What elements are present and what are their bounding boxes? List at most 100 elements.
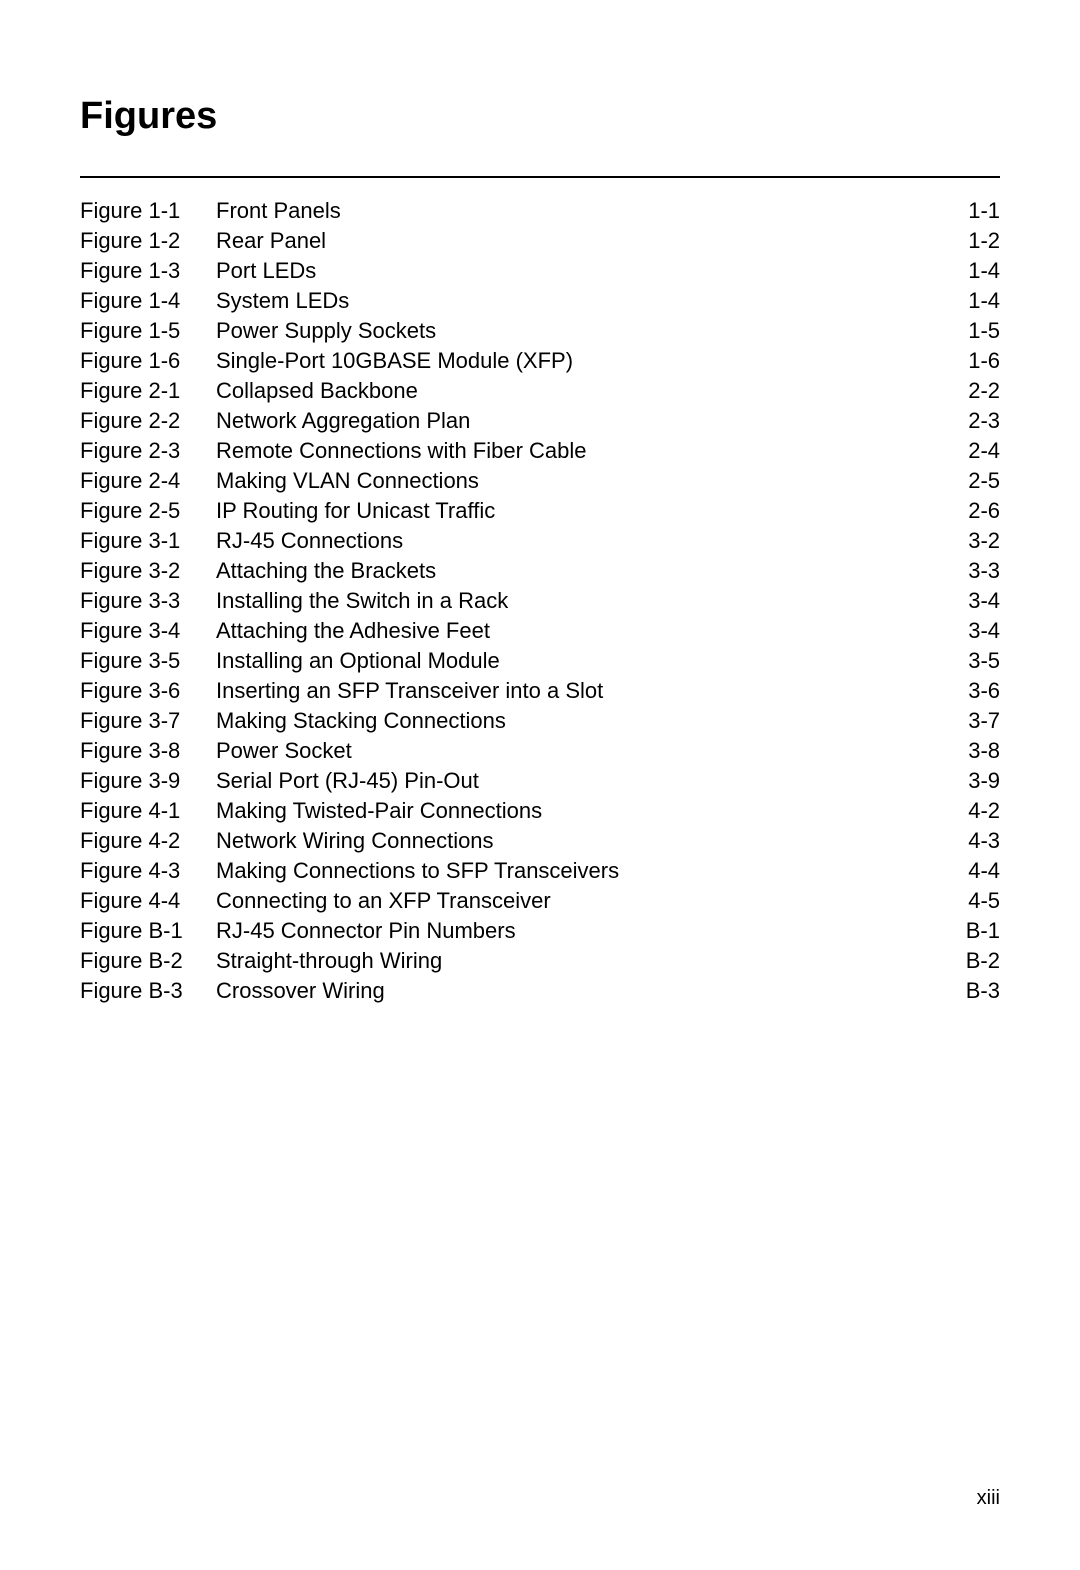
figure-row: Figure 4-2Network Wiring Connections4-3 <box>80 826 1000 856</box>
figure-title: Connecting to an XFP Transceiver <box>216 886 940 916</box>
figure-page: 3-5 <box>940 646 1000 676</box>
figure-label: Figure 3-7 <box>80 706 216 736</box>
figure-title: Port LEDs <box>216 256 940 286</box>
figure-title: Power Socket <box>216 736 940 766</box>
figure-title: Making Connections to SFP Transceivers <box>216 856 940 886</box>
figure-row: Figure 3-9Serial Port (RJ-45) Pin-Out3-9 <box>80 766 1000 796</box>
figure-title: Network Wiring Connections <box>216 826 940 856</box>
figure-page: 4-3 <box>940 826 1000 856</box>
figure-page: 3-6 <box>940 676 1000 706</box>
figure-label: Figure 4-3 <box>80 856 216 886</box>
figure-row: Figure 1-6Single-Port 10GBASE Module (XF… <box>80 346 1000 376</box>
figure-page: 4-4 <box>940 856 1000 886</box>
figure-page: 1-4 <box>940 256 1000 286</box>
figure-page: B-3 <box>940 976 1000 1006</box>
figure-label: Figure 3-5 <box>80 646 216 676</box>
figure-page: 2-3 <box>940 406 1000 436</box>
figure-row: Figure 2-2Network Aggregation Plan2-3 <box>80 406 1000 436</box>
figure-page: 4-5 <box>940 886 1000 916</box>
figure-title: Serial Port (RJ-45) Pin-Out <box>216 766 940 796</box>
figure-title: Rear Panel <box>216 226 940 256</box>
figure-label: Figure 4-4 <box>80 886 216 916</box>
figure-page: 1-4 <box>940 286 1000 316</box>
figure-title: RJ-45 Connector Pin Numbers <box>216 916 940 946</box>
figure-row: Figure 2-4Making VLAN Connections2-5 <box>80 466 1000 496</box>
figure-label: Figure 2-3 <box>80 436 216 466</box>
figure-label: Figure 2-4 <box>80 466 216 496</box>
figure-label: Figure 2-5 <box>80 496 216 526</box>
figure-title: Making Stacking Connections <box>216 706 940 736</box>
figure-label: Figure 3-2 <box>80 556 216 586</box>
figure-title: Remote Connections with Fiber Cable <box>216 436 940 466</box>
figure-row: Figure 3-2Attaching the Brackets3-3 <box>80 556 1000 586</box>
figure-label: Figure 3-4 <box>80 616 216 646</box>
figure-label: Figure 3-8 <box>80 736 216 766</box>
figure-label: Figure 1-1 <box>80 196 216 226</box>
figure-page: 3-7 <box>940 706 1000 736</box>
figure-page: 2-5 <box>940 466 1000 496</box>
figure-row: Figure 3-6Inserting an SFP Transceiver i… <box>80 676 1000 706</box>
figure-label: Figure B-1 <box>80 916 216 946</box>
figure-row: Figure 3-8Power Socket3-8 <box>80 736 1000 766</box>
figure-label: Figure 2-2 <box>80 406 216 436</box>
figure-page: 1-2 <box>940 226 1000 256</box>
figure-row: Figure 1-4System LEDs1-4 <box>80 286 1000 316</box>
figure-title: Crossover Wiring <box>216 976 940 1006</box>
figure-row: Figure B-2Straight-through WiringB-2 <box>80 946 1000 976</box>
figure-title: Single-Port 10GBASE Module (XFP) <box>216 346 940 376</box>
figure-page: 1-1 <box>940 196 1000 226</box>
figure-page: 2-6 <box>940 496 1000 526</box>
figure-page: 3-4 <box>940 616 1000 646</box>
figure-row: Figure 4-4Connecting to an XFP Transceiv… <box>80 886 1000 916</box>
figure-label: Figure 1-2 <box>80 226 216 256</box>
figure-row: Figure B-3Crossover WiringB-3 <box>80 976 1000 1006</box>
figure-row: Figure 2-3Remote Connections with Fiber … <box>80 436 1000 466</box>
figure-row: Figure 1-2Rear Panel1-2 <box>80 226 1000 256</box>
figure-label: Figure 1-3 <box>80 256 216 286</box>
figure-page: 2-4 <box>940 436 1000 466</box>
figure-page: 3-3 <box>940 556 1000 586</box>
figure-page: 3-4 <box>940 586 1000 616</box>
figure-title: Power Supply Sockets <box>216 316 940 346</box>
figure-label: Figure 3-1 <box>80 526 216 556</box>
figure-page: 1-6 <box>940 346 1000 376</box>
figure-page: 2-2 <box>940 376 1000 406</box>
figure-label: Figure 3-9 <box>80 766 216 796</box>
figure-title: Straight-through Wiring <box>216 946 940 976</box>
figure-page: 3-9 <box>940 766 1000 796</box>
figure-title: IP Routing for Unicast Traffic <box>216 496 940 526</box>
figure-title: Installing the Switch in a Rack <box>216 586 940 616</box>
figure-page: 3-2 <box>940 526 1000 556</box>
figure-label: Figure B-3 <box>80 976 216 1006</box>
figure-title: Making Twisted-Pair Connections <box>216 796 940 826</box>
figure-row: Figure B-1RJ-45 Connector Pin NumbersB-1 <box>80 916 1000 946</box>
figure-title: Front Panels <box>216 196 940 226</box>
figure-row: Figure 3-7Making Stacking Connections3-7 <box>80 706 1000 736</box>
figure-title: Inserting an SFP Transceiver into a Slot <box>216 676 940 706</box>
figure-title: Network Aggregation Plan <box>216 406 940 436</box>
figure-title: Attaching the Brackets <box>216 556 940 586</box>
figure-row: Figure 1-1Front Panels1-1 <box>80 196 1000 226</box>
figure-row: Figure 1-3Port LEDs1-4 <box>80 256 1000 286</box>
figure-row: Figure 2-5IP Routing for Unicast Traffic… <box>80 496 1000 526</box>
page-title: Figures <box>80 95 1000 138</box>
figure-page: 4-2 <box>940 796 1000 826</box>
figure-label: Figure 4-1 <box>80 796 216 826</box>
figure-row: Figure 4-1Making Twisted-Pair Connection… <box>80 796 1000 826</box>
figure-title: Attaching the Adhesive Feet <box>216 616 940 646</box>
figure-label: Figure B-2 <box>80 946 216 976</box>
figure-label: Figure 2-1 <box>80 376 216 406</box>
figure-label: Figure 4-2 <box>80 826 216 856</box>
page-number: xiii <box>977 1487 1000 1510</box>
figure-page: B-1 <box>940 916 1000 946</box>
figure-list: Figure 1-1Front Panels1-1Figure 1-2Rear … <box>80 196 1000 1006</box>
figure-title: Installing an Optional Module <box>216 646 940 676</box>
figure-label: Figure 3-6 <box>80 676 216 706</box>
figure-page: 3-8 <box>940 736 1000 766</box>
figure-row: Figure 1-5Power Supply Sockets1-5 <box>80 316 1000 346</box>
figure-label: Figure 1-5 <box>80 316 216 346</box>
figure-label: Figure 1-4 <box>80 286 216 316</box>
figure-row: Figure 3-3Installing the Switch in a Rac… <box>80 586 1000 616</box>
figure-row: Figure 3-1RJ-45 Connections3-2 <box>80 526 1000 556</box>
figure-row: Figure 2-1Collapsed Backbone2-2 <box>80 376 1000 406</box>
